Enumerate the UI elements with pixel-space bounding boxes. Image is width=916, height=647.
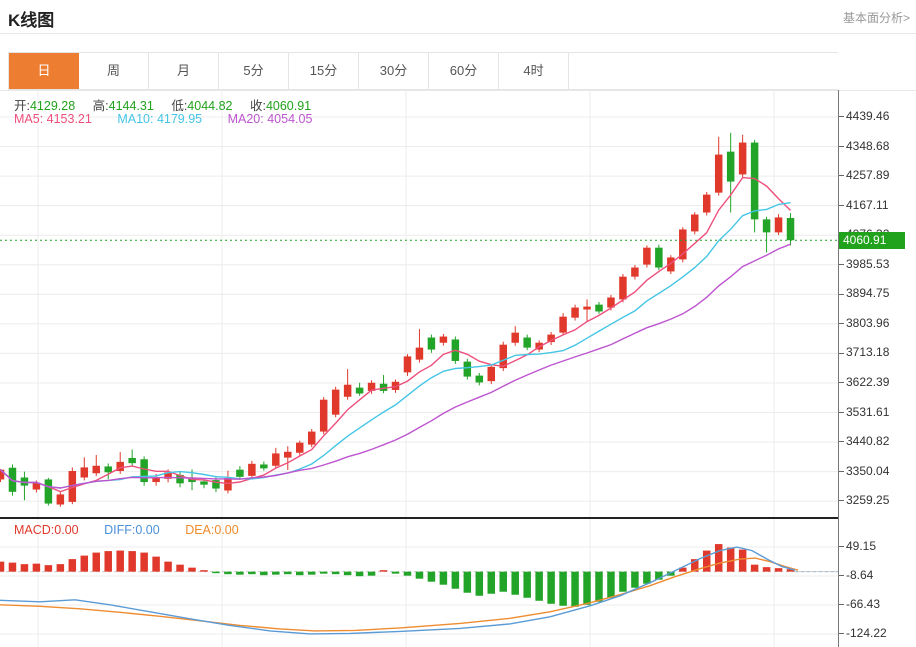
dea-label: DEA: — [185, 523, 215, 537]
ma-info: MA5: 4153.21 MA10: 4179.95 MA20: 4054.05 — [14, 112, 312, 126]
open-label: 开: — [14, 99, 30, 113]
close-label: 收: — [249, 99, 266, 113]
ma20-value: 4054.05 — [267, 112, 313, 126]
y-axis-label: 3531.61 — [839, 405, 889, 419]
tab-周[interactable]: 周 — [79, 53, 149, 89]
ma10-label: MA10: — [117, 112, 157, 126]
y-axis-label: -66.43 — [839, 597, 880, 611]
axis-tick — [839, 323, 844, 325]
axis-tick — [839, 382, 844, 384]
high-label: 高: — [92, 99, 109, 113]
page-title: K线图 — [8, 11, 55, 30]
ma5-value: 4153.21 — [46, 112, 92, 126]
y-axis-label: 3803.96 — [839, 316, 889, 330]
axis-tick — [839, 633, 844, 635]
price-axis-line — [838, 90, 839, 647]
y-axis-label: 3350.04 — [839, 464, 889, 478]
axis-tick — [839, 441, 844, 443]
axis-tick — [839, 470, 844, 472]
axis-tick — [839, 145, 844, 147]
y-axis-label: 3440.82 — [839, 434, 889, 448]
ma10-value: 4179.95 — [156, 112, 203, 126]
price-axis: 4439.464348.684257.894167.114076.323985.… — [839, 0, 916, 647]
axis-tick — [839, 575, 844, 577]
y-axis-label: 49.15 — [839, 539, 876, 553]
title-divider — [0, 33, 916, 34]
tab-15分[interactable]: 15分 — [289, 53, 359, 89]
tab-60分[interactable]: 60分 — [429, 53, 499, 89]
axis-tick — [839, 352, 844, 354]
open-value: 4129.28 — [29, 99, 76, 113]
panel-divider — [0, 517, 839, 519]
y-axis-label: 3713.18 — [839, 345, 889, 359]
axis-tick — [839, 204, 844, 206]
y-axis-label: -8.64 — [839, 568, 873, 582]
y-axis-label: -124.22 — [839, 626, 887, 640]
macd-panel: MACD:0.00 DIFF:0.00 DEA:0.00 — [0, 519, 838, 647]
y-axis-label: 3894.75 — [839, 286, 889, 300]
axis-tick — [839, 604, 844, 606]
axis-tick — [839, 411, 844, 413]
y-axis-label: 4167.11 — [839, 198, 889, 212]
macd-info: MACD:0.00 DIFF:0.00 DEA:0.00 — [14, 523, 239, 537]
macd-value: 0.00 — [54, 523, 79, 537]
ohlc-info: 开:4129.28 高:4144.31 低:4044.82 收:4060.91 — [14, 95, 311, 114]
tab-月[interactable]: 月 — [149, 53, 219, 89]
axis-tick — [839, 175, 844, 177]
close-value: 4060.91 — [265, 99, 312, 113]
tab-5分[interactable]: 5分 — [219, 53, 289, 89]
fundamental-analysis-link[interactable]: 基本面分析> — [842, 11, 910, 25]
tab-bar: 日周月 5分 15分 30分 60分 4时 — [8, 52, 838, 90]
y-axis-label: 4348.68 — [839, 139, 889, 153]
diff-label: DIFF: — [104, 523, 136, 537]
tab-4时[interactable]: 4时 — [499, 53, 569, 89]
ma20-label: MA20: — [227, 112, 268, 126]
low-value: 4044.82 — [187, 99, 233, 113]
high-value: 4144.31 — [108, 99, 154, 113]
ma5-label: MA5: — [14, 112, 47, 126]
y-axis-label: 3259.25 — [839, 493, 889, 507]
y-axis-label: 4439.46 — [839, 109, 889, 123]
axis-tick — [839, 116, 844, 118]
low-label: 低: — [171, 99, 188, 113]
tab-30分[interactable]: 30分 — [359, 53, 429, 89]
y-axis-label: 3985.53 — [839, 257, 889, 271]
diff-value: 0.00 — [135, 523, 160, 537]
y-axis-label: 4257.89 — [839, 168, 889, 182]
y-axis-label: 3622.39 — [839, 375, 889, 389]
current-price-badge: 4060.91 — [839, 231, 905, 249]
axis-tick — [839, 293, 844, 295]
axis-tick — [839, 264, 844, 266]
tab-日[interactable]: 日 — [9, 53, 79, 89]
axis-tick — [839, 546, 844, 548]
candlestick-chart[interactable] — [0, 90, 838, 517]
main-chart-panel: 开:4129.28 高:4144.31 低:4044.82 收:4060.91 … — [0, 90, 838, 517]
macd-label: MACD: — [14, 523, 55, 537]
chart-top-border — [0, 90, 916, 91]
macd-chart[interactable] — [0, 519, 838, 647]
axis-tick — [839, 500, 844, 502]
dea-value: 0.00 — [214, 523, 239, 537]
